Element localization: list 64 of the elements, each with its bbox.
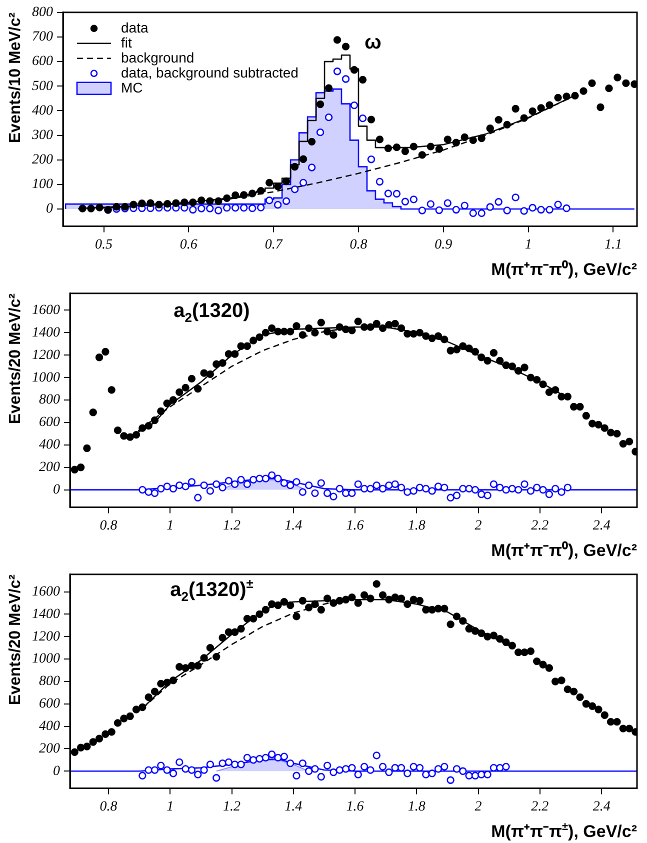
x-tick-label: 2.4 xyxy=(592,799,610,814)
x-tick-label: 1.2 xyxy=(223,518,241,534)
x-tick-label: 2 xyxy=(474,518,482,534)
y-tick-label: 0 xyxy=(46,202,53,217)
y-axis-title: Events/20 MeV/c² xyxy=(7,293,24,424)
y-axis-title: Events/20 MeV/c² xyxy=(7,574,24,706)
x-tick-label: 1.8 xyxy=(408,518,426,534)
y-tick-label: 400 xyxy=(39,719,60,734)
x-tick-label: 0.8 xyxy=(100,799,118,814)
y-tick-label: 1000 xyxy=(32,652,60,667)
y-tick-label: 700 xyxy=(32,30,53,45)
y-tick-label: 800 xyxy=(32,5,53,20)
legend-label: background xyxy=(121,49,194,66)
legend-label: MC xyxy=(121,79,143,96)
x-axis-title: M(π⁺π⁻π⁰), GeV/c² xyxy=(491,541,638,560)
y-tick-label: 1000 xyxy=(32,370,60,386)
x-tick-label: 1.4 xyxy=(284,518,302,534)
y-tick-label: 1600 xyxy=(32,302,60,318)
x-tick-label: 0.7 xyxy=(264,237,284,252)
y-tick-label: 200 xyxy=(39,741,60,756)
x-tick-label: 1 xyxy=(166,518,174,534)
y-tick-label: 100 xyxy=(32,177,53,192)
y-tick-label: 1200 xyxy=(32,348,60,363)
y-tick-label: 1200 xyxy=(32,629,60,644)
y-tick-label: 1400 xyxy=(32,606,60,622)
x-tick-label: 1.6 xyxy=(346,799,364,814)
x-tick-label: 0.8 xyxy=(350,237,368,252)
x-axis-title: M(π⁺π⁻π±), GeV/c² xyxy=(491,821,638,841)
y-tick-label: 1400 xyxy=(32,325,60,340)
legend-label: data, background subtracted xyxy=(121,64,298,80)
x-tick-label: 1.4 xyxy=(284,799,302,814)
x-tick-label: 0.6 xyxy=(180,237,198,252)
y-tick-label: 300 xyxy=(31,128,53,143)
x-tick-label: 0.8 xyxy=(100,518,118,534)
x-tick-label: 2.2 xyxy=(531,518,549,534)
y-tick-label: 400 xyxy=(32,103,53,118)
y-tick-label: 0 xyxy=(53,482,60,498)
x-tick-label: 1.1 xyxy=(604,237,622,252)
x-tick-label: 2.4 xyxy=(592,518,610,534)
x-axis-title: M(π⁺π⁻π⁰), GeV/c² xyxy=(491,260,638,279)
y-tick-label: 200 xyxy=(39,460,60,476)
x-tick-label: 2.2 xyxy=(531,799,549,814)
y-tick-label: 400 xyxy=(39,438,60,453)
x-tick-label: 1.8 xyxy=(408,799,426,814)
y-tick-label: 800 xyxy=(39,674,60,690)
y-axis-title: Events/10 MeV/c² xyxy=(7,12,24,144)
y-tick-label: 600 xyxy=(39,415,60,430)
legend-label: data xyxy=(121,19,148,36)
y-tick-label: 0 xyxy=(53,764,60,779)
x-tick-label: 1 xyxy=(524,237,532,252)
legend-label: fit xyxy=(121,34,132,50)
y-tick-label: 600 xyxy=(32,54,53,70)
y-tick-label: 800 xyxy=(39,392,60,408)
y-tick-label: 500 xyxy=(32,78,53,94)
y-tick-label: 600 xyxy=(39,696,60,712)
x-tick-label: 0.5 xyxy=(95,237,113,252)
y-tick-label: 200 xyxy=(32,152,53,168)
x-tick-label: 1 xyxy=(166,799,174,814)
x-tick-label: 2 xyxy=(474,799,482,814)
x-tick-label: 0.9 xyxy=(434,237,452,252)
y-tick-label: 1600 xyxy=(32,584,60,600)
x-tick-label: 1.2 xyxy=(223,799,241,814)
annotation: ω xyxy=(364,32,382,54)
x-tick-label: 1.6 xyxy=(346,518,364,534)
